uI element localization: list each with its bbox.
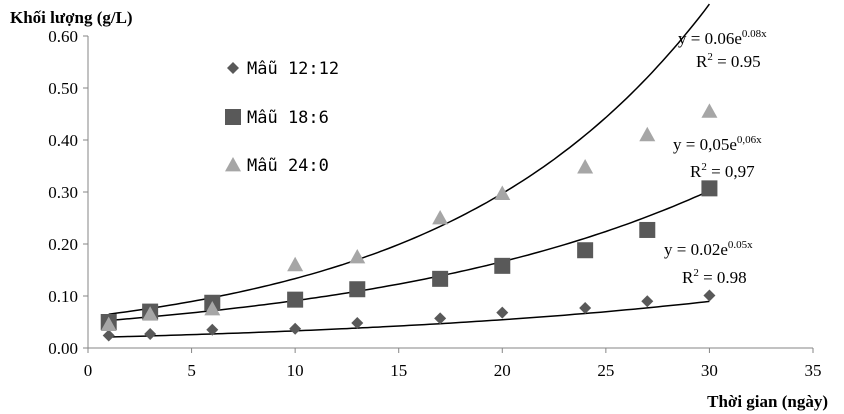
legend-label: Mẫu 18:6 — [247, 108, 329, 128]
legend-marker — [225, 109, 241, 125]
trendline-equation: y = 0.02e0.05x — [664, 239, 753, 259]
data-point — [432, 210, 449, 225]
y-tick-label: 0.40 — [48, 131, 78, 150]
y-axis-title: Khối lượng (g/L) — [10, 8, 133, 27]
axes: 0.00 0.10 0.20 0.30 0.40 0.50 0.60 0 5 10 15 20 25 30… — [48, 27, 821, 380]
trendline — [108, 190, 710, 322]
legend-marker — [225, 157, 241, 172]
data-point — [100, 316, 117, 331]
data-point — [434, 312, 447, 325]
x-tick-label: 5 — [187, 361, 196, 380]
trendline-r-squared: R2 = 0,97 — [690, 161, 755, 181]
trendline-equation: y = 0.06e0.08x — [678, 28, 767, 48]
data-point — [102, 329, 115, 342]
trendline — [108, 300, 710, 338]
trendline-equation: y = 0,05e0,06x — [673, 134, 762, 154]
data-point — [639, 221, 656, 238]
data-point — [494, 185, 511, 200]
trendline — [108, 3, 711, 315]
y-tick-label: 0.20 — [48, 235, 78, 254]
trendlines — [108, 3, 711, 338]
data-point — [349, 249, 366, 264]
legend-label: Mẫu 12:12 — [247, 59, 339, 79]
x-tick-label: 0 — [84, 361, 93, 380]
x-tick-label: 15 — [390, 361, 407, 380]
data-markers — [100, 103, 718, 342]
data-point — [701, 103, 718, 118]
x-tick-label: 25 — [597, 361, 614, 380]
x-tick-label: 35 — [805, 361, 822, 380]
data-point — [142, 306, 159, 321]
y-tick-label: 0.10 — [48, 287, 78, 306]
x-tick-label: 20 — [494, 361, 511, 380]
y-tick-label: 0.30 — [48, 183, 78, 202]
data-point — [701, 180, 718, 197]
y-tick-label: 0.50 — [48, 79, 78, 98]
data-point — [579, 301, 592, 314]
data-point — [641, 295, 654, 308]
x-tick-label: 30 — [701, 361, 718, 380]
data-point — [496, 306, 509, 319]
data-point — [204, 301, 221, 316]
legend-label: Mẫu 24:0 — [247, 156, 329, 176]
data-point — [144, 327, 157, 340]
data-point — [206, 323, 219, 336]
y-tick-label: 0.60 — [48, 27, 78, 46]
data-point — [639, 126, 656, 142]
trendline-equations: y = 0.02e0.05x R2 = 0.98 y = 0,05e0,06x R2 … — [664, 28, 767, 287]
y-tick-label: 0.00 — [48, 339, 78, 358]
data-point — [351, 317, 364, 330]
x-tick-label: 10 — [287, 361, 304, 380]
x-axis-title: Thời gian (ngày) — [707, 392, 828, 411]
data-point — [287, 256, 304, 272]
data-point — [287, 291, 304, 308]
data-point — [577, 159, 594, 174]
data-point — [494, 257, 511, 274]
legend-marker — [227, 62, 239, 74]
trendline-r-squared: R2 = 0.95 — [696, 51, 761, 71]
data-point — [289, 322, 302, 335]
data-point — [703, 289, 716, 302]
data-point — [349, 281, 366, 298]
trendline-r-squared: R2 = 0.98 — [682, 267, 747, 287]
legend: Mẫu 12:12 Mẫu 18:6 Mẫu 24:0 — [225, 59, 339, 176]
data-point — [577, 242, 594, 259]
data-point — [432, 270, 449, 287]
